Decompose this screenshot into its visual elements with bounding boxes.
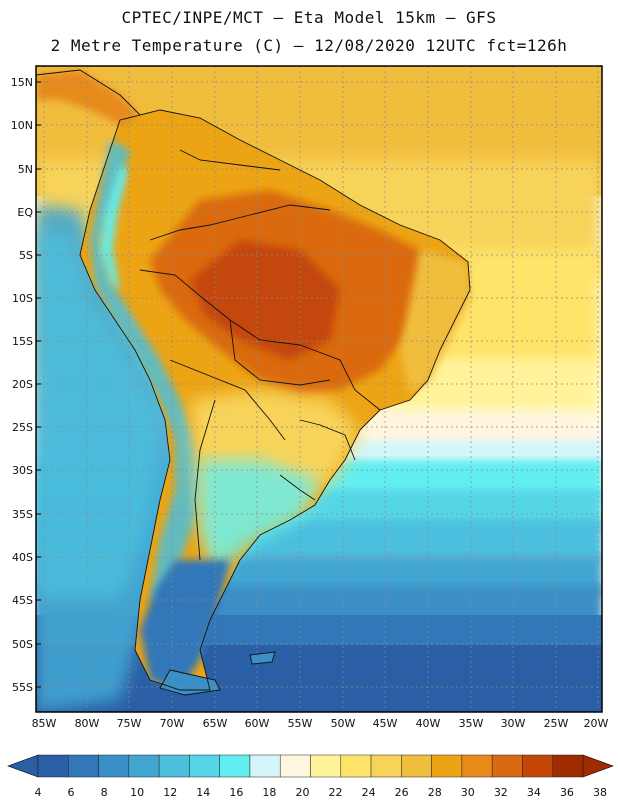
colorbar-cell — [431, 754, 463, 778]
lat-label: 45S — [12, 594, 33, 607]
colorbar-cell — [340, 754, 372, 778]
lat-label: 5N — [18, 163, 33, 176]
colorbar-cell — [98, 754, 130, 778]
colorbar: 4 6 8 10 12 14 16 18 20 22 24 26 28 30 32 34 36 38 — [7, 754, 614, 799]
colorbar-right-arrow — [582, 754, 614, 778]
colorbar-tick-label: 24 — [362, 786, 376, 799]
colorbar-tick-label: 38 — [593, 786, 607, 799]
lon-label: 30W — [501, 717, 526, 730]
lon-label: 60W — [245, 717, 270, 730]
colorbar-tick-label: 14 — [196, 786, 210, 799]
lat-label: 40S — [12, 551, 33, 564]
axis-ticks — [36, 81, 41, 688]
lon-label: 35W — [459, 717, 484, 730]
lon-label: 70W — [160, 717, 185, 730]
colorbar-cell — [68, 754, 99, 778]
temperature-field — [36, 66, 602, 712]
graticule — [36, 66, 602, 712]
lon-label: 55W — [288, 717, 313, 730]
colorbar-cell — [491, 754, 523, 778]
colorbar-tick-label: 32 — [494, 786, 508, 799]
colorbar-tick-label: 8 — [101, 786, 108, 799]
colorbar-tick-label: 12 — [163, 786, 177, 799]
country-borders — [35, 69, 471, 696]
lat-label: 10S — [12, 292, 33, 305]
lon-label: 50W — [331, 717, 356, 730]
colorbar-tick-label: 28 — [428, 786, 442, 799]
latitude-labels: 15N 10N 5N EQ 5S 10S 15S 20S 25S 30S 35S… — [11, 76, 34, 694]
colorbar-cell — [279, 754, 311, 778]
lat-label: 15S — [12, 335, 33, 348]
colorbar-tick-label: 16 — [229, 786, 243, 799]
lat-label: 30S — [12, 464, 33, 477]
lon-label: 80W — [75, 717, 100, 730]
map-frame — [35, 65, 603, 713]
lat-label: EQ — [17, 206, 33, 219]
colorbar-tick-label: 22 — [329, 786, 343, 799]
colorbar-tick-label: 36 — [560, 786, 574, 799]
colorbar-tick-label: 18 — [262, 786, 276, 799]
lat-label: 10N — [11, 119, 33, 132]
lat-label: 5S — [19, 249, 33, 262]
colorbar-tick-label: 10 — [130, 786, 144, 799]
lon-label: 85W — [32, 717, 57, 730]
colorbar-cell — [37, 754, 69, 778]
colorbar-cell — [461, 754, 493, 778]
lat-label: 55S — [12, 681, 33, 694]
lon-label: 25W — [544, 717, 569, 730]
lat-label: 50S — [12, 638, 33, 651]
lat-label: 25S — [12, 421, 33, 434]
title-model: CPTEC/INPE/MCT – Eta Model 15km – GFS — [121, 8, 497, 27]
colorbar-cell — [158, 754, 190, 778]
lon-label: 20W — [584, 717, 609, 730]
lat-label: 20S — [12, 378, 33, 391]
colorbar-cell — [370, 754, 402, 778]
colorbar-cell — [552, 754, 584, 778]
colorbar-cell — [189, 754, 220, 778]
colorbar-cell — [128, 754, 160, 778]
colorbar-tick-label: 6 — [68, 786, 75, 799]
title-variable: 2 Metre Temperature (C) – 12/08/2020 12U… — [50, 36, 568, 55]
colorbar-cell — [401, 754, 432, 778]
colorbar-tick-label: 30 — [461, 786, 475, 799]
lon-label: 40W — [416, 717, 441, 730]
colorbar-tick-label: 20 — [295, 786, 309, 799]
colorbar-cell — [310, 754, 342, 778]
colorbar-left-arrow — [7, 754, 39, 778]
lon-label: 45W — [373, 717, 398, 730]
lon-label: 65W — [203, 717, 228, 730]
longitude-labels: 85W 80W 75W 70W 65W 60W 55W 50W 45W 40W … — [32, 717, 609, 730]
lat-label: 35S — [12, 508, 33, 521]
lat-label: 15N — [11, 76, 33, 89]
colorbar-cell — [522, 754, 553, 778]
colorbar-tick-label: 26 — [395, 786, 409, 799]
colorbar-tick-label: 34 — [527, 786, 541, 799]
colorbar-cell — [219, 754, 251, 778]
colorbar-cell — [249, 754, 281, 778]
colorbar-tick-label: 4 — [35, 786, 42, 799]
lon-label: 75W — [117, 717, 142, 730]
